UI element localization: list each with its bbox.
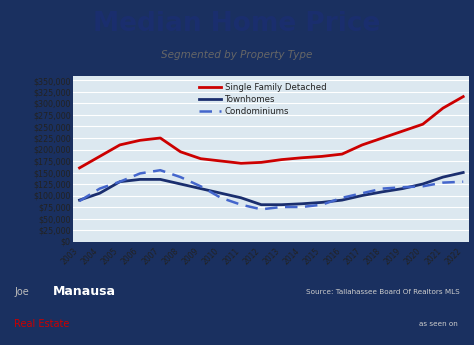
- Text: 2018: 2018: [363, 246, 383, 266]
- Text: 2014: 2014: [282, 246, 301, 266]
- Text: 2010: 2010: [201, 246, 221, 266]
- Text: 2016: 2016: [322, 246, 342, 266]
- Text: 2008: 2008: [161, 246, 181, 266]
- Text: Median Home Price: Median Home Price: [93, 11, 381, 37]
- Text: 2019: 2019: [383, 246, 402, 266]
- Text: 2017: 2017: [342, 246, 362, 266]
- Text: Joe: Joe: [14, 287, 29, 297]
- Text: Manausa: Manausa: [53, 285, 116, 298]
- Legend: Single Family Detached, Townhomes, Condominiums: Single Family Detached, Townhomes, Condo…: [197, 80, 329, 118]
- Text: 2021: 2021: [423, 246, 443, 266]
- Text: 2006: 2006: [120, 246, 140, 266]
- Text: 2013: 2013: [262, 246, 282, 266]
- Text: 2020: 2020: [403, 246, 423, 266]
- Text: Source: Tallahassee Board Of Realtors MLS: Source: Tallahassee Board Of Realtors ML…: [306, 289, 460, 295]
- Text: 2003: 2003: [59, 246, 80, 266]
- Text: 2012: 2012: [241, 246, 261, 266]
- Text: 2022: 2022: [443, 246, 463, 266]
- Text: 2004: 2004: [80, 246, 100, 266]
- Text: 2009: 2009: [181, 246, 201, 266]
- Text: 2005: 2005: [100, 246, 120, 266]
- Text: 2011: 2011: [221, 246, 241, 266]
- Text: 2015: 2015: [302, 246, 322, 266]
- Text: 2007: 2007: [140, 246, 160, 266]
- Text: Segmented by Property Type: Segmented by Property Type: [161, 50, 313, 60]
- Text: Real Estate: Real Estate: [14, 319, 69, 329]
- Text: as seen on: as seen on: [419, 321, 460, 327]
